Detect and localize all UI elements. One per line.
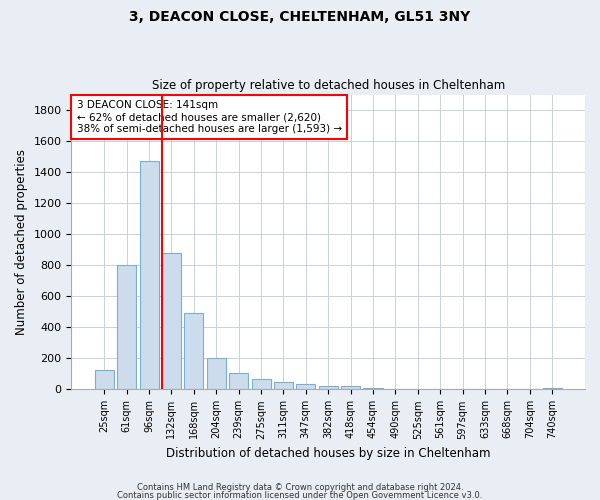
Text: 3, DEACON CLOSE, CHELTENHAM, GL51 3NY: 3, DEACON CLOSE, CHELTENHAM, GL51 3NY	[130, 10, 470, 24]
Bar	[296, 384, 316, 390]
Text: Contains public sector information licensed under the Open Government Licence v3: Contains public sector information licen…	[118, 490, 482, 500]
Bar	[95, 370, 114, 390]
X-axis label: Distribution of detached houses by size in Cheltenham: Distribution of detached houses by size …	[166, 447, 490, 460]
Text: 3 DEACON CLOSE: 141sqm
← 62% of detached houses are smaller (2,620)
38% of semi-: 3 DEACON CLOSE: 141sqm ← 62% of detached…	[77, 100, 341, 134]
Bar	[341, 386, 360, 390]
Bar	[140, 162, 158, 390]
Bar	[162, 253, 181, 390]
Bar	[319, 386, 338, 390]
Bar	[229, 373, 248, 390]
Text: Contains HM Land Registry data © Crown copyright and database right 2024.: Contains HM Land Registry data © Crown c…	[137, 484, 463, 492]
Bar	[542, 388, 562, 390]
Bar	[184, 314, 203, 390]
Title: Size of property relative to detached houses in Cheltenham: Size of property relative to detached ho…	[152, 79, 505, 92]
Bar	[207, 358, 226, 390]
Y-axis label: Number of detached properties: Number of detached properties	[15, 149, 28, 335]
Bar	[364, 388, 383, 390]
Bar	[274, 382, 293, 390]
Bar	[117, 266, 136, 390]
Bar	[251, 380, 271, 390]
